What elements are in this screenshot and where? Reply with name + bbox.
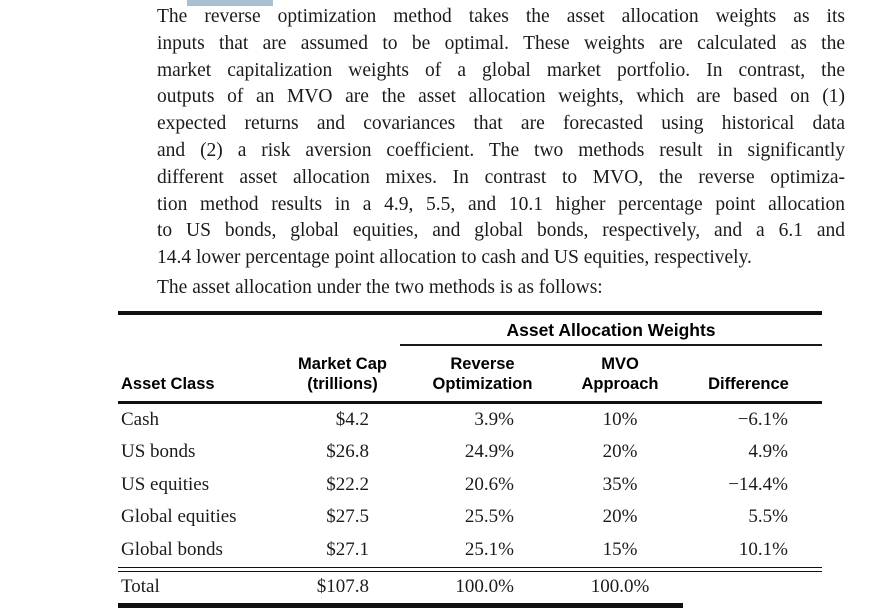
table-bottom-rule	[118, 603, 683, 608]
column-header-mvo-approach: MVO Approach	[581, 354, 659, 393]
intro-line: tion method results in a 4.9, 5.5, and 1…	[157, 193, 845, 215]
table-row-global-bonds: Global bonds $27.1 25.1% 15% 10.1%	[118, 534, 822, 567]
cell-market-cap: $26.8	[326, 441, 369, 463]
cell-asset-class: Global bonds	[121, 538, 223, 560]
cell-market-cap: $107.8	[316, 575, 369, 597]
allocation-table: Asset Allocation Weights Asset Class Mar…	[118, 311, 822, 608]
column-header-row: Asset Class Market Cap (trillions) Rever…	[118, 346, 822, 401]
intro-line: and (2) a risk aversion coefficient. The…	[157, 139, 845, 161]
cell-reverse-optimization: 100.0%	[455, 575, 514, 597]
table-row-us-equities: US equities $22.2 20.6% 35% −14.4%	[118, 469, 822, 502]
cell-market-cap: $22.2	[326, 473, 369, 495]
cell-reverse-optimization: 25.5%	[464, 506, 514, 528]
cell-difference: −6.1%	[737, 408, 788, 430]
highlight-fragment	[187, 0, 273, 6]
intro-line: different asset allocation mixes. In con…	[157, 166, 845, 188]
cell-mvo-approach: 20%	[602, 441, 638, 463]
table-row-global-equities: Global equities $27.5 25.5% 20% 5.5%	[118, 501, 822, 534]
cell-asset-class: Cash	[121, 408, 159, 430]
cell-mvo-approach: 100.0%	[590, 575, 650, 597]
cell-reverse-optimization: 3.9%	[474, 408, 514, 430]
intro-line: to US bonds, global equities, and global…	[157, 220, 845, 242]
column-header-reverse-optimization: Reverse Optimization	[432, 354, 533, 393]
column-header-asset-class: Asset Class	[121, 374, 215, 393]
intro-line: market capitalization weights of a globa…	[157, 59, 845, 81]
intro-paragraph: The reverse optimization method takes th…	[157, 4, 845, 302]
cell-difference: 4.9%	[748, 441, 788, 463]
table-row-cash: Cash $4.2 3.9% 10% −6.1%	[118, 404, 822, 437]
intro-line: The reverse optimization method takes th…	[157, 6, 845, 27]
table-row-total: Total $107.8 100.0% 100.0%	[118, 572, 822, 601]
intro-line: 14.4 lower percentage point allocation t…	[157, 247, 752, 269]
column-header-difference: Difference	[708, 374, 789, 393]
header-rule	[118, 400, 822, 404]
cell-difference: 10.1%	[738, 538, 788, 560]
intro-line: expected returns and covariances that ar…	[157, 113, 845, 135]
cell-reverse-optimization: 20.6%	[464, 473, 514, 495]
group-header-asset-allocation-weights: Asset Allocation Weights	[400, 320, 822, 346]
table-row-us-bonds: US bonds $26.8 24.9% 20% 4.9%	[118, 436, 822, 469]
intro-followup: The asset allocation under the two metho…	[157, 276, 603, 298]
cell-asset-class: US bonds	[121, 441, 196, 463]
cell-mvo-approach: 20%	[602, 506, 638, 528]
cell-mvo-approach: 15%	[602, 538, 638, 560]
cell-asset-class: Global equities	[121, 506, 237, 528]
intro-line: outputs of an MVO are the asset allocati…	[157, 86, 845, 108]
cell-asset-class: US equities	[121, 473, 210, 495]
table-top-rule	[118, 311, 822, 315]
cell-mvo-approach: 35%	[602, 473, 638, 495]
cell-reverse-optimization: 25.1%	[464, 538, 514, 560]
cell-reverse-optimization: 24.9%	[464, 441, 514, 463]
cell-difference: −14.4%	[728, 473, 788, 495]
total-separator-rule	[118, 567, 822, 572]
cell-asset-class: Total	[121, 575, 160, 597]
cell-mvo-approach: 10%	[602, 408, 638, 430]
cell-difference: 5.5%	[748, 506, 788, 528]
intro-line: inputs that are assumed to be optimal. T…	[157, 32, 845, 54]
cell-market-cap: $27.5	[326, 506, 369, 528]
group-header-row: Asset Allocation Weights	[118, 315, 822, 346]
column-header-market-cap: Market Cap (trillions)	[298, 354, 387, 393]
cell-market-cap: $4.2	[335, 408, 369, 430]
cell-market-cap: $27.1	[326, 538, 369, 560]
